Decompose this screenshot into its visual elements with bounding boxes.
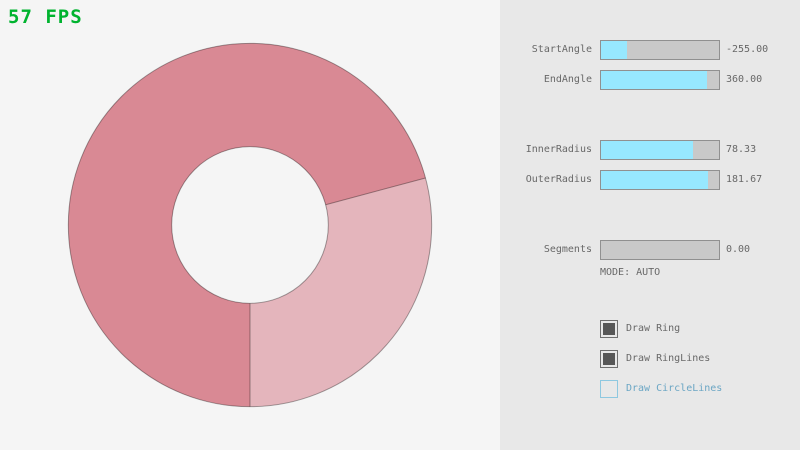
startangle-label: StartAngle: [531, 44, 592, 55]
innerradius-slider-fill: [601, 141, 694, 159]
startangle-value: -255.00: [726, 44, 769, 55]
checkmark: [603, 383, 615, 395]
ring-start-edge-line: [325, 177, 426, 206]
ring-canvas: [67, 42, 433, 408]
endangle-slider-fill: [601, 71, 708, 89]
draw-circlelines-label: Draw CircleLines: [626, 383, 723, 394]
outerradius-slider[interactable]: [600, 170, 720, 190]
fps-counter: 57 FPS: [8, 6, 83, 28]
startangle-slider-fill: [601, 41, 627, 59]
endangle-label: EndAngle: [543, 74, 592, 85]
innerradius-slider[interactable]: [600, 140, 720, 160]
innerradius-label: InnerRadius: [525, 144, 592, 155]
outerradius-label: OuterRadius: [525, 174, 592, 185]
segments-label: Segments: [543, 244, 592, 255]
startangle-slider[interactable]: [600, 40, 720, 60]
innerradius-value: 78.33: [726, 144, 757, 155]
draw-ring-label: Draw Ring: [626, 323, 681, 334]
draw-circlelines-checkbox[interactable]: [600, 380, 618, 398]
checkmark: [603, 353, 615, 365]
checkmark: [603, 323, 615, 335]
outerradius-value: 181.67: [726, 174, 763, 185]
segments-value: 0.00: [726, 244, 751, 255]
ring-inner-outline: [171, 146, 329, 304]
outerradius-slider-fill: [601, 171, 709, 189]
segments-mode-text: MODE: AUTO: [600, 267, 661, 278]
segments-slider[interactable]: [600, 240, 720, 260]
endangle-value: 360.00: [726, 74, 763, 85]
draw-ringlines-label: Draw RingLines: [626, 353, 711, 364]
ring-outer-outline: [67, 42, 433, 408]
draw-ring-checkbox[interactable]: [600, 320, 618, 338]
draw-ringlines-checkbox[interactable]: [600, 350, 618, 368]
ring-overlap-sector: [68, 43, 426, 407]
endangle-slider[interactable]: [600, 70, 720, 90]
